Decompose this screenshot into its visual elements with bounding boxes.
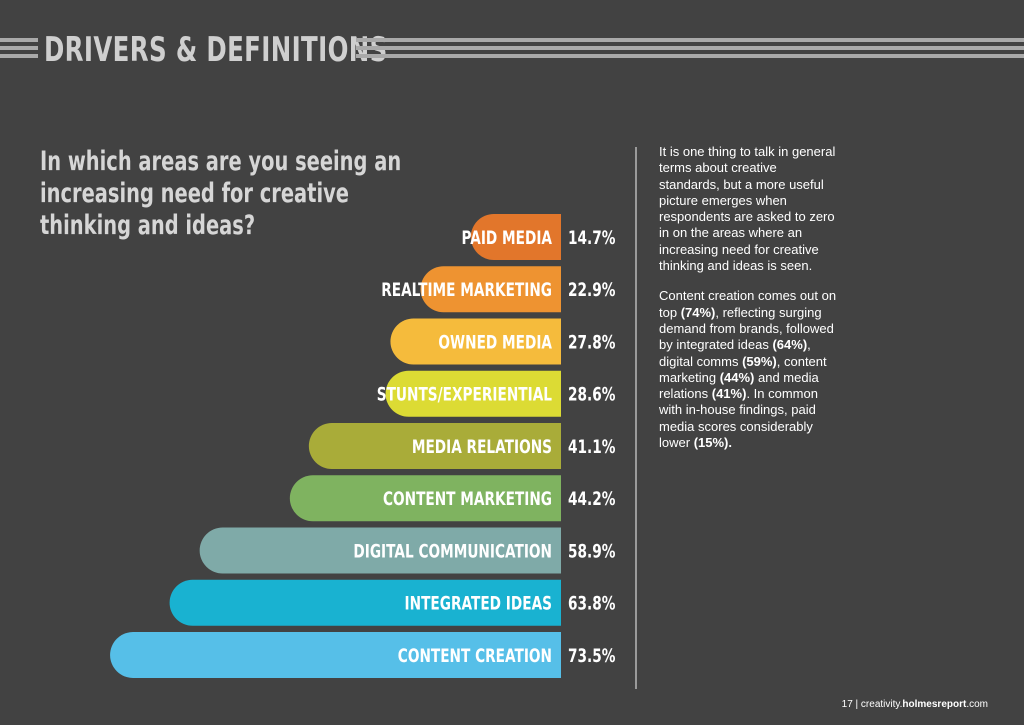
bar-value-label: 63.8% — [568, 593, 616, 615]
page-number: 17 — [841, 699, 853, 710]
bar-category-label: OWNED MEDIA — [438, 331, 552, 353]
bar — [110, 632, 561, 678]
bar-category-label: STUNTS/EXPERIENTIAL — [377, 384, 553, 406]
bar-value-label: 28.6% — [568, 384, 616, 406]
bar-value-label: 73.5% — [568, 645, 616, 667]
bar-category-label: REALTIME MARKETING — [381, 279, 552, 301]
header-stripes-left — [0, 38, 38, 62]
bar-category-label: CONTENT MARKETING — [383, 488, 552, 510]
bar — [385, 370, 561, 417]
bar — [308, 423, 561, 469]
column-divider — [635, 147, 637, 689]
page-footer: 17 | creativity.holmesreport.com — [841, 699, 988, 710]
chart-question: In which areas are you seeing an increas… — [40, 146, 402, 242]
bar — [199, 527, 561, 574]
question-line: increasing need for creative — [40, 178, 349, 209]
question-line: In which areas are you seeing an — [40, 146, 402, 177]
commentary-paragraph-2: Content creation comes out on top (74%),… — [659, 288, 837, 451]
page-title: DRIVERS & DEFINITIONS — [44, 30, 388, 70]
bar — [289, 475, 561, 522]
bar — [390, 318, 561, 365]
stat-highlight: (15%). — [693, 435, 732, 451]
stat-highlight: (59%) — [742, 353, 777, 369]
question-line: thinking and ideas? — [40, 210, 256, 241]
bar-category-label: CONTENT CREATION — [398, 645, 552, 667]
bar-value-label: 44.2% — [568, 488, 616, 510]
stat-highlight: (74%) — [680, 304, 716, 320]
footer-url-domain: holmesreport — [902, 699, 967, 710]
bar-category-label: MEDIA RELATIONS — [412, 436, 552, 458]
bar — [470, 214, 561, 260]
bar-value-label: 22.9% — [568, 279, 616, 301]
stat-highlight: (44%) — [719, 369, 755, 385]
stat-highlight: (41%) — [711, 386, 747, 402]
commentary-paragraph-1: It is one thing to talk in general terms… — [659, 144, 836, 274]
bar-value-label: 41.1% — [568, 436, 616, 458]
bar-chart: PAID MEDIA 14.7% REALTIME MARKETING 22.9% OW… — [110, 214, 616, 678]
bar-value-label: 58.9% — [568, 540, 616, 562]
bar — [169, 579, 561, 626]
header-stripes-right — [356, 38, 1024, 62]
bar-value-label: 14.7% — [568, 227, 616, 249]
bar-value-label: 27.8% — [568, 331, 616, 353]
commentary-text: It is one thing to talk in general terms… — [659, 144, 837, 465]
bar — [420, 266, 561, 313]
bar-category-label: INTEGRATED IDEAS — [405, 593, 552, 615]
header-bar: DRIVERS & DEFINITIONS — [0, 28, 1024, 72]
stat-highlight: (64%) — [772, 337, 808, 353]
bar-category-label: DIGITAL COMMUNICATION — [353, 540, 552, 562]
bar-category-label: PAID MEDIA — [461, 227, 552, 249]
